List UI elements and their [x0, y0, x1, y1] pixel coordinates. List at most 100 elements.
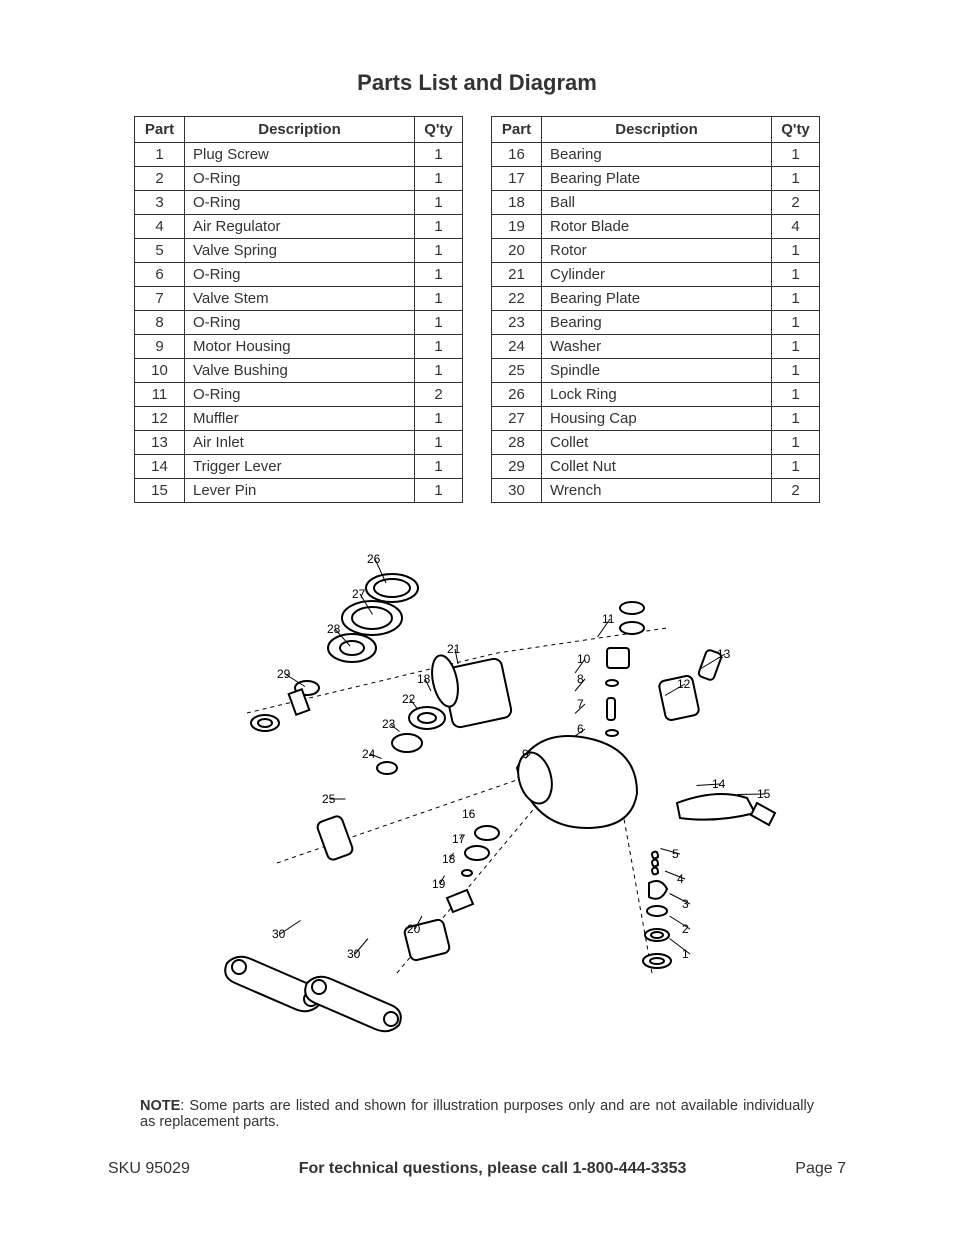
- cell-part: 22: [492, 287, 542, 311]
- cell-desc: Washer: [542, 335, 772, 359]
- table-row: 24Washer1: [492, 335, 820, 359]
- diagram-label: 29: [277, 667, 291, 681]
- diagram-label: 30: [347, 947, 361, 961]
- diagram-label: 24: [362, 747, 376, 761]
- diagram-label: 26: [367, 552, 381, 566]
- diagram-label: 13: [717, 647, 731, 661]
- table-row: 21Cylinder1: [492, 263, 820, 287]
- col-qty: Q'ty: [772, 117, 820, 143]
- footer-phone: For technical questions, please call 1-8…: [299, 1160, 687, 1178]
- diagram-label: 2: [682, 922, 689, 936]
- cell-qty: 1: [772, 359, 820, 383]
- cell-qty: 1: [415, 455, 463, 479]
- table-row: 14Trigger Lever1: [135, 455, 463, 479]
- table-row: 3O-Ring1: [135, 191, 463, 215]
- cell-desc: Air Inlet: [185, 431, 415, 455]
- table-row: 11O-Ring2: [135, 383, 463, 407]
- exploded-diagram: 2627282911108761312211822232425916171819…: [100, 543, 854, 1068]
- page-title: Parts List and Diagram: [100, 70, 854, 96]
- cell-desc: Bearing: [542, 311, 772, 335]
- cell-qty: 1: [772, 143, 820, 167]
- diagram-label: 8: [577, 672, 584, 686]
- diagram-label: 30: [272, 927, 286, 941]
- cell-qty: 1: [415, 335, 463, 359]
- cell-part: 12: [135, 407, 185, 431]
- table-row: 15Lever Pin1: [135, 479, 463, 503]
- cell-part: 20: [492, 239, 542, 263]
- cell-qty: 1: [415, 143, 463, 167]
- cell-part: 28: [492, 431, 542, 455]
- diagram-label: 28: [327, 622, 341, 636]
- cell-desc: O-Ring: [185, 167, 415, 191]
- cell-part: 2: [135, 167, 185, 191]
- col-desc: Description: [542, 117, 772, 143]
- diagram-label: 5: [672, 847, 679, 861]
- cell-part: 29: [492, 455, 542, 479]
- page-footer: SKU 95029 For technical questions, pleas…: [108, 1160, 846, 1178]
- cell-desc: Valve Spring: [185, 239, 415, 263]
- table-row: 25Spindle1: [492, 359, 820, 383]
- cell-desc: Valve Stem: [185, 287, 415, 311]
- table-row: 27Housing Cap1: [492, 407, 820, 431]
- cell-qty: 1: [772, 287, 820, 311]
- cell-part: 9: [135, 335, 185, 359]
- diagram-label: 19: [432, 877, 446, 891]
- cell-qty: 1: [415, 407, 463, 431]
- table-row: 16Bearing1: [492, 143, 820, 167]
- cell-part: 5: [135, 239, 185, 263]
- cell-qty: 1: [772, 239, 820, 263]
- cell-desc: Valve Bushing: [185, 359, 415, 383]
- cell-part: 27: [492, 407, 542, 431]
- diagram-label: 10: [577, 652, 591, 666]
- cell-desc: Rotor Blade: [542, 215, 772, 239]
- cell-part: 13: [135, 431, 185, 455]
- cell-qty: 1: [772, 311, 820, 335]
- table-row: 9Motor Housing1: [135, 335, 463, 359]
- diagram-label: 18: [442, 852, 456, 866]
- parts-tables: Part Description Q'ty 1Plug Screw12O-Rin…: [100, 116, 854, 503]
- cell-part: 17: [492, 167, 542, 191]
- table-row: 6O-Ring1: [135, 263, 463, 287]
- diagram-label: 25: [322, 792, 336, 806]
- cell-desc: O-Ring: [185, 383, 415, 407]
- cell-qty: 4: [772, 215, 820, 239]
- cell-qty: 1: [415, 167, 463, 191]
- cell-part: 15: [135, 479, 185, 503]
- diagram-label: 4: [677, 872, 684, 886]
- cell-desc: O-Ring: [185, 263, 415, 287]
- cell-part: 19: [492, 215, 542, 239]
- table-row: 23Bearing1: [492, 311, 820, 335]
- cell-desc: Wrench: [542, 479, 772, 503]
- table-row: 19Rotor Blade4: [492, 215, 820, 239]
- cell-desc: Muffler: [185, 407, 415, 431]
- cell-qty: 2: [772, 479, 820, 503]
- cell-qty: 1: [415, 263, 463, 287]
- col-qty: Q'ty: [415, 117, 463, 143]
- note: NOTE: Some parts are listed and shown fo…: [140, 1098, 814, 1130]
- diagram-label: 11: [602, 612, 615, 626]
- cell-part: 23: [492, 311, 542, 335]
- diagram-label: 18: [417, 672, 431, 686]
- table-row: 29Collet Nut1: [492, 455, 820, 479]
- cell-qty: 1: [772, 407, 820, 431]
- table-row: 10Valve Bushing1: [135, 359, 463, 383]
- diagram-label: 27: [352, 587, 366, 601]
- note-label: NOTE: [140, 1098, 180, 1114]
- table-row: 30Wrench2: [492, 479, 820, 503]
- cell-desc: Plug Screw: [185, 143, 415, 167]
- cell-part: 21: [492, 263, 542, 287]
- cell-part: 1: [135, 143, 185, 167]
- parts-table-right: Part Description Q'ty 16Bearing117Bearin…: [491, 116, 820, 503]
- table-row: 8O-Ring1: [135, 311, 463, 335]
- cell-qty: 1: [772, 431, 820, 455]
- diagram-label: 21: [447, 642, 461, 656]
- cell-desc: O-Ring: [185, 311, 415, 335]
- cell-desc: Collet Nut: [542, 455, 772, 479]
- diagram-label: 15: [757, 787, 771, 801]
- cell-desc: Bearing: [542, 143, 772, 167]
- cell-desc: Ball: [542, 191, 772, 215]
- footer-sku: SKU 95029: [108, 1160, 190, 1178]
- cell-desc: O-Ring: [185, 191, 415, 215]
- cell-qty: 1: [415, 431, 463, 455]
- cell-desc: Housing Cap: [542, 407, 772, 431]
